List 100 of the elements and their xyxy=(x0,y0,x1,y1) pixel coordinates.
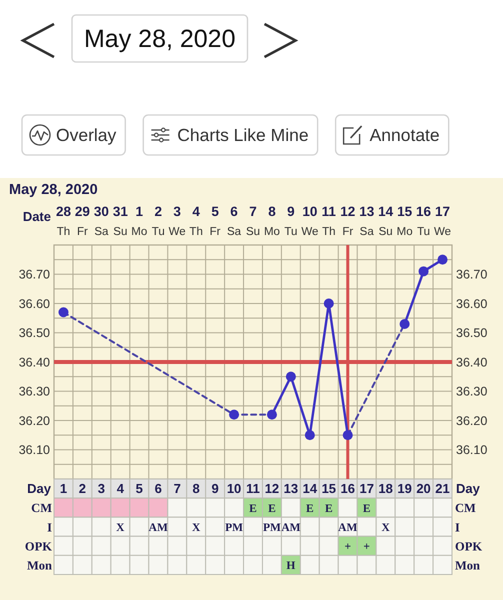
x2-tick-label: 29 xyxy=(74,204,90,219)
x-tick-label: 8 xyxy=(192,481,200,496)
text: E xyxy=(306,502,314,515)
text: E xyxy=(324,502,333,515)
category-label: Mon xyxy=(27,558,52,572)
text: AM xyxy=(281,522,300,534)
point xyxy=(266,410,277,420)
x2-tick-label: 12 xyxy=(340,204,356,219)
text: Sa xyxy=(94,226,110,238)
text: Tu xyxy=(284,226,298,238)
point xyxy=(400,318,410,329)
x2-tick-label: 31 xyxy=(112,204,128,219)
y2-tick-label: 36.30 xyxy=(456,384,488,399)
text: Mo xyxy=(264,226,280,238)
point xyxy=(342,430,353,440)
y-tick-label: 36.10 xyxy=(18,443,50,458)
text: X xyxy=(382,522,390,534)
category-label: OPK xyxy=(24,539,52,554)
y-tick-label: 36.50 xyxy=(18,326,50,340)
x-tick-label: 4 xyxy=(116,481,125,496)
text: Th xyxy=(189,226,203,238)
x-tick-label: 2 xyxy=(78,481,86,496)
text: PM xyxy=(225,522,243,534)
text: E xyxy=(362,502,371,515)
y-tick-label: 36.30 xyxy=(18,384,50,399)
x-tick-label: 7 xyxy=(174,481,181,496)
x2-tick-label: 16 xyxy=(416,204,432,219)
text: + xyxy=(344,540,352,553)
text: Fr xyxy=(210,226,221,238)
x2-tick-label: 28 xyxy=(56,204,72,219)
x2-tick-label: 2 xyxy=(154,204,162,219)
text: Sa xyxy=(360,226,374,238)
button[interactable]: Charts Like Mine xyxy=(142,114,318,156)
text: X xyxy=(192,522,200,534)
text: Mo xyxy=(131,226,148,238)
date-field[interactable]: May 28, 2020 xyxy=(71,14,248,63)
text: We xyxy=(301,226,318,238)
point xyxy=(58,307,68,318)
x2-tick-label: 3 xyxy=(173,204,182,219)
y-tick-label: 36.60 xyxy=(18,296,50,311)
x2-tick-label: 15 xyxy=(397,204,413,219)
category-label: CM xyxy=(455,501,476,516)
y2-tick-label: 36.40 xyxy=(456,355,488,370)
text: AM xyxy=(148,522,168,534)
text: We xyxy=(168,226,186,238)
text: Su xyxy=(113,226,128,238)
x-axis-title: Day xyxy=(27,481,52,496)
text: X xyxy=(116,522,124,534)
point xyxy=(229,410,240,420)
x2-tick-label: 1 xyxy=(136,204,144,219)
button[interactable]: Annotate xyxy=(334,114,450,156)
x2-tick-label: 8 xyxy=(268,204,276,219)
text: Tu xyxy=(417,226,430,238)
text: Su xyxy=(246,226,260,238)
chevron-left-icon[interactable] xyxy=(20,22,55,58)
y2-tick-label: 36.50 xyxy=(456,326,488,340)
x2-tick-label: 13 xyxy=(359,204,375,219)
x2-tick-label: 5 xyxy=(211,204,220,219)
text: Th xyxy=(322,226,336,238)
y2-tick-label: 36.20 xyxy=(456,414,488,428)
text: Day xyxy=(456,481,480,496)
point xyxy=(324,298,334,308)
text: Fr xyxy=(77,226,88,238)
y2-tick-label: 36.10 xyxy=(456,443,488,458)
point xyxy=(418,266,429,276)
y-tick-label: 36.40 xyxy=(18,355,50,370)
text: AM xyxy=(338,522,358,534)
point xyxy=(304,430,315,440)
category-label: OPK xyxy=(455,539,482,554)
x2-axis-title: Date xyxy=(22,209,51,224)
text: + xyxy=(363,540,370,553)
text: PM xyxy=(263,522,281,534)
text: Tu xyxy=(152,226,165,238)
x2-tick-label: 6 xyxy=(230,204,238,219)
text: E xyxy=(249,502,257,515)
x2-tick-label: 4 xyxy=(192,204,200,219)
x-tick-label: 6 xyxy=(154,481,162,496)
text: Sa xyxy=(227,226,242,238)
button[interactable]: Overlay xyxy=(21,114,126,156)
chevron-right-icon[interactable] xyxy=(264,22,298,58)
text: H xyxy=(286,560,296,572)
text: Mo xyxy=(396,226,413,238)
category-label: Mon xyxy=(455,558,480,572)
text: Fr xyxy=(342,226,354,238)
x2-tick-label: 7 xyxy=(249,204,257,219)
x2-tick-label: 30 xyxy=(94,204,109,219)
point xyxy=(438,254,448,265)
chart-title: May 28, 2020 xyxy=(9,182,98,198)
x-tick-label: 5 xyxy=(136,481,143,496)
text: Su xyxy=(378,226,393,238)
x-tick-label: 9 xyxy=(211,481,219,496)
point xyxy=(286,372,296,382)
category-label: I xyxy=(455,520,460,534)
y2-tick-label: 36.60 xyxy=(456,296,488,311)
x2-tick-label: 17 xyxy=(435,204,450,219)
category-label: CM xyxy=(31,501,52,516)
text: Th xyxy=(56,226,70,238)
y-tick-label: 36.70 xyxy=(18,268,50,282)
text: We xyxy=(434,226,452,238)
text: E xyxy=(268,502,276,515)
